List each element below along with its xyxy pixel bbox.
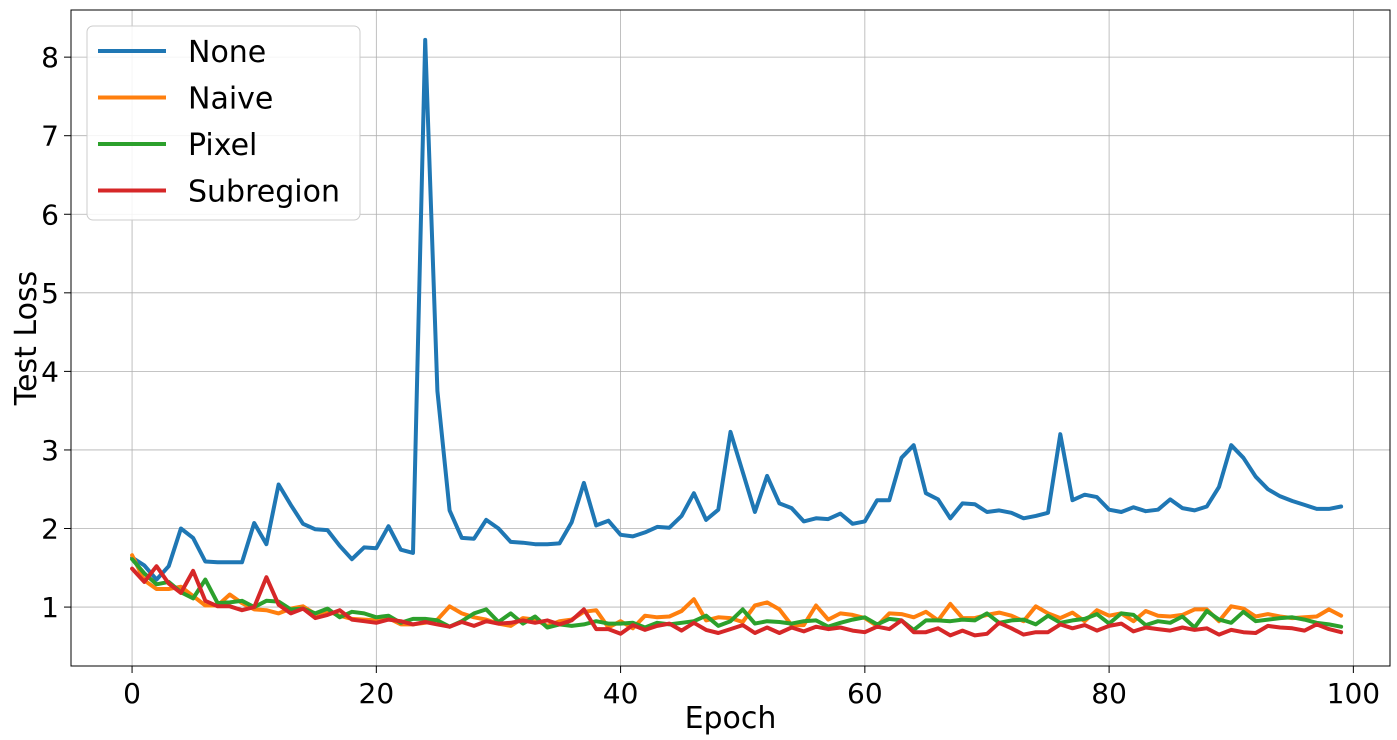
y-tick-label: 8: [41, 41, 59, 74]
series-lines: [130, 37, 1344, 638]
x-tick-label: 80: [1091, 677, 1127, 710]
x-axis-label: Epoch: [685, 701, 777, 736]
x-tick-label: 100: [1327, 677, 1380, 710]
legend-label-subregion: Subregion: [188, 175, 340, 210]
axis-ticks: 0 20 40 60 80 100 1 2 3 4 5 6 7 8: [41, 41, 1380, 710]
legend-label-none: None: [188, 35, 266, 70]
y-tick-label: 5: [41, 277, 59, 310]
x-tick-label: 20: [359, 677, 395, 710]
x-tick-label: 60: [847, 677, 883, 710]
series-line-subregion: [130, 564, 1344, 638]
y-tick-label: 6: [41, 198, 59, 231]
y-tick-label: 7: [41, 120, 59, 153]
legend-label-pixel: Pixel: [188, 128, 257, 163]
y-axis-label: Test Loss: [9, 271, 44, 406]
legend-box: [86, 25, 361, 221]
y-tick-label: 1: [41, 591, 59, 624]
legend-label-naive: Naive: [188, 82, 273, 117]
x-tick-label: 0: [123, 677, 141, 710]
legend: None Naive Pixel Subregion: [86, 25, 361, 221]
plot-frame: [70, 9, 1391, 667]
x-tick-label: 40: [603, 677, 639, 710]
series-line-none: [130, 37, 1344, 582]
y-tick-label: 2: [41, 513, 59, 546]
y-tick-label: 4: [41, 355, 59, 388]
y-tick-label: 3: [41, 434, 59, 467]
